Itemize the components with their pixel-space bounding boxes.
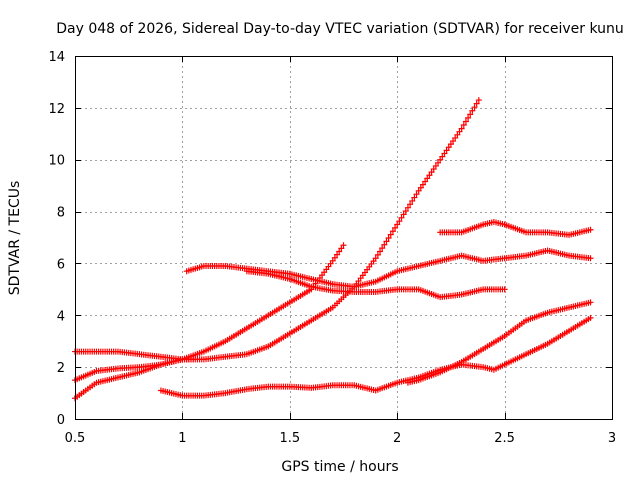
data-point	[415, 187, 422, 194]
data-point	[471, 104, 478, 111]
y-tick-labels: 0 2 4 6 8 10 12 14	[48, 50, 65, 428]
data-point	[462, 118, 469, 125]
data-point	[374, 251, 381, 258]
grid-lines	[75, 56, 612, 419]
chart-title: Day 048 of 2026, Sidereal Day-to-day VTE…	[56, 21, 624, 37]
data-point	[501, 286, 508, 293]
y-tick-label: 14	[48, 50, 65, 65]
series-7	[404, 299, 594, 386]
series-6	[157, 314, 594, 399]
data-point	[392, 224, 399, 231]
data-point	[417, 184, 424, 191]
data-point	[428, 169, 435, 176]
x-tick-label: 3	[608, 431, 616, 446]
data-point	[422, 178, 429, 185]
data-point	[473, 100, 480, 107]
y-tick-label: 10	[48, 154, 65, 169]
data-point	[460, 122, 467, 129]
data-point	[394, 221, 401, 228]
x-axis-label: GPS time / hours	[281, 459, 398, 475]
data-point	[587, 299, 594, 306]
data-point	[372, 255, 379, 262]
data-point	[587, 314, 594, 321]
data-point	[467, 111, 474, 118]
data-point	[402, 208, 409, 215]
data-point	[587, 255, 594, 262]
data-point	[411, 194, 418, 201]
series-5	[243, 268, 508, 301]
y-tick-label: 2	[57, 361, 65, 376]
data-point	[398, 214, 405, 221]
data-point	[383, 238, 390, 245]
data-point	[377, 248, 384, 255]
data-point	[454, 131, 461, 138]
data-point	[404, 204, 411, 211]
data-point	[396, 218, 403, 225]
y-tick-label: 0	[57, 413, 65, 428]
data-point	[381, 241, 388, 248]
y-tick-label: 4	[57, 309, 65, 324]
data-point	[340, 242, 347, 249]
data-point	[407, 201, 414, 208]
data-point	[338, 245, 345, 252]
y-tick-label: 12	[48, 102, 65, 117]
data-point	[409, 197, 416, 204]
data-point	[458, 125, 465, 132]
plot-frame	[75, 56, 613, 420]
x-tick-label: 2	[393, 431, 401, 446]
data-point	[424, 175, 431, 182]
data-points	[72, 97, 594, 402]
data-point	[587, 226, 594, 233]
data-point	[445, 144, 452, 151]
data-point	[450, 138, 457, 145]
data-point	[329, 257, 336, 264]
series-8	[437, 218, 594, 238]
data-point	[419, 181, 426, 188]
data-point	[389, 228, 396, 235]
data-point	[426, 172, 433, 179]
data-point	[413, 191, 420, 198]
data-point	[469, 107, 476, 114]
series-4	[183, 247, 594, 290]
data-point	[439, 153, 446, 160]
data-point	[331, 254, 338, 261]
data-point	[475, 97, 482, 104]
data-point	[452, 134, 459, 141]
data-point	[435, 159, 442, 166]
data-point	[379, 245, 386, 252]
data-point	[334, 251, 341, 258]
data-point	[190, 356, 197, 363]
data-point	[387, 231, 394, 238]
x-tick-labels: 0.5 1 1.5 2 2.5 3	[65, 431, 616, 446]
data-point	[447, 141, 454, 148]
data-point	[432, 162, 439, 169]
data-point	[437, 156, 444, 163]
data-point	[465, 114, 472, 121]
data-point	[441, 150, 448, 157]
y-axis-label: SDTVAR / TECUs	[7, 181, 23, 296]
x-tick-label: 0.5	[65, 431, 86, 446]
data-point	[430, 166, 437, 173]
y-tick-label: 6	[57, 257, 65, 272]
data-point	[443, 147, 450, 154]
y-tick-label: 8	[57, 206, 65, 221]
x-tick-label: 1	[178, 431, 186, 446]
x-tick-label: 1.5	[279, 431, 300, 446]
data-point	[385, 235, 392, 242]
data-point	[336, 248, 343, 255]
data-point	[456, 128, 463, 135]
x-tick-label: 2.5	[494, 431, 515, 446]
data-point	[400, 211, 407, 218]
